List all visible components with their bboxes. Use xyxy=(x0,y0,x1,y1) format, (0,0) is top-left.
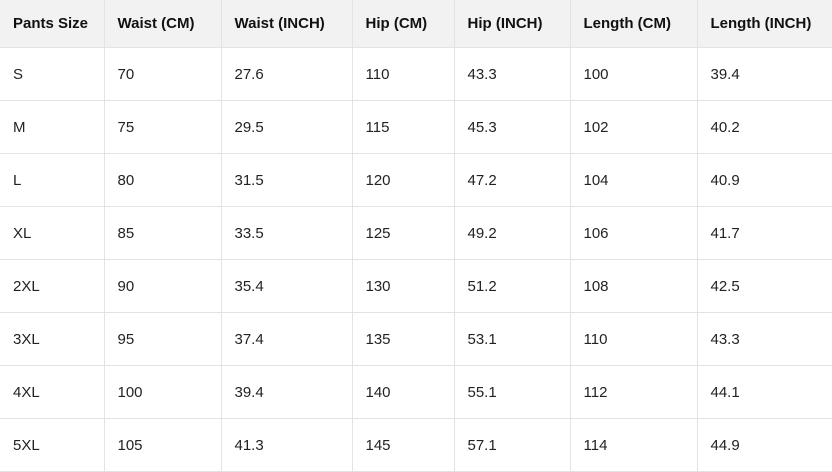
table-cell: 41.3 xyxy=(220,418,353,472)
table-row: 2XL 90 35.4 130 51.2 108 42.5 xyxy=(0,259,832,313)
table-cell: 130 xyxy=(351,259,455,313)
column-header: Length (INCH) xyxy=(696,0,832,48)
table-cell: 47.2 xyxy=(453,153,571,207)
table-cell: 53.1 xyxy=(453,312,571,366)
table-cell: 106 xyxy=(569,206,698,260)
table-cell: S xyxy=(0,47,105,101)
table-row: L 80 31.5 120 47.2 104 40.9 xyxy=(0,153,832,207)
table-cell: 33.5 xyxy=(220,206,353,260)
table-row: S 70 27.6 110 43.3 100 39.4 xyxy=(0,47,832,101)
table-cell: 90 xyxy=(103,259,222,313)
table-cell: 43.3 xyxy=(453,47,571,101)
table-cell: 112 xyxy=(569,365,698,419)
table-cell: 55.1 xyxy=(453,365,571,419)
table-cell: 42.5 xyxy=(696,259,832,313)
column-header: Hip (CM) xyxy=(351,0,455,48)
table-cell: 3XL xyxy=(0,312,105,366)
table-cell: 145 xyxy=(351,418,455,472)
table-cell: 44.1 xyxy=(696,365,832,419)
table-row: M 75 29.5 115 45.3 102 40.2 xyxy=(0,100,832,154)
table-row: XL 85 33.5 125 49.2 106 41.7 xyxy=(0,206,832,260)
table-cell: 2XL xyxy=(0,259,105,313)
table-cell: 104 xyxy=(569,153,698,207)
table-cell: 31.5 xyxy=(220,153,353,207)
table-cell: 4XL xyxy=(0,365,105,419)
table-cell: 85 xyxy=(103,206,222,260)
header-row: Pants Size Waist (CM) Waist (INCH) Hip (CM)… xyxy=(0,0,832,48)
column-header: Length (CM) xyxy=(569,0,698,48)
table-cell: 100 xyxy=(569,47,698,101)
table-cell: 102 xyxy=(569,100,698,154)
table-cell: 80 xyxy=(103,153,222,207)
table-cell: 135 xyxy=(351,312,455,366)
table-cell: 39.4 xyxy=(696,47,832,101)
table-cell: 110 xyxy=(569,312,698,366)
table-cell: 43.3 xyxy=(696,312,832,366)
table-row: 4XL 100 39.4 140 55.1 112 44.1 xyxy=(0,365,832,419)
table-cell: 125 xyxy=(351,206,455,260)
table-cell: 44.9 xyxy=(696,418,832,472)
table-cell: 51.2 xyxy=(453,259,571,313)
column-header: Waist (CM) xyxy=(103,0,222,48)
table-cell: 37.4 xyxy=(220,312,353,366)
table-cell: 49.2 xyxy=(453,206,571,260)
table-cell: 27.6 xyxy=(220,47,353,101)
table-body: S 70 27.6 110 43.3 100 39.4 M 75 29.5 115 45.3 102 40… xyxy=(0,47,832,472)
table-cell: 5XL xyxy=(0,418,105,472)
table-cell: 115 xyxy=(351,100,455,154)
table-cell: 39.4 xyxy=(220,365,353,419)
table-cell: 140 xyxy=(351,365,455,419)
table-cell: 110 xyxy=(351,47,455,101)
table-cell: 105 xyxy=(103,418,222,472)
table-cell: 40.2 xyxy=(696,100,832,154)
table-cell: 41.7 xyxy=(696,206,832,260)
column-header: Hip (INCH) xyxy=(453,0,571,48)
table-cell: 57.1 xyxy=(453,418,571,472)
table-cell: 45.3 xyxy=(453,100,571,154)
table-cell: 40.9 xyxy=(696,153,832,207)
column-header: Waist (INCH) xyxy=(220,0,353,48)
table-cell: 70 xyxy=(103,47,222,101)
table-cell: 114 xyxy=(569,418,698,472)
table-cell: 95 xyxy=(103,312,222,366)
table-cell: M xyxy=(0,100,105,154)
table-row: 5XL 105 41.3 145 57.1 114 44.9 xyxy=(0,418,832,472)
column-header: Pants Size xyxy=(0,0,105,48)
table-cell: 108 xyxy=(569,259,698,313)
table-cell: 35.4 xyxy=(220,259,353,313)
table-cell: 29.5 xyxy=(220,100,353,154)
table-cell: 120 xyxy=(351,153,455,207)
table-row: 3XL 95 37.4 135 53.1 110 43.3 xyxy=(0,312,832,366)
table-cell: XL xyxy=(0,206,105,260)
table-cell: 75 xyxy=(103,100,222,154)
table-cell: L xyxy=(0,153,105,207)
table-cell: 100 xyxy=(103,365,222,419)
